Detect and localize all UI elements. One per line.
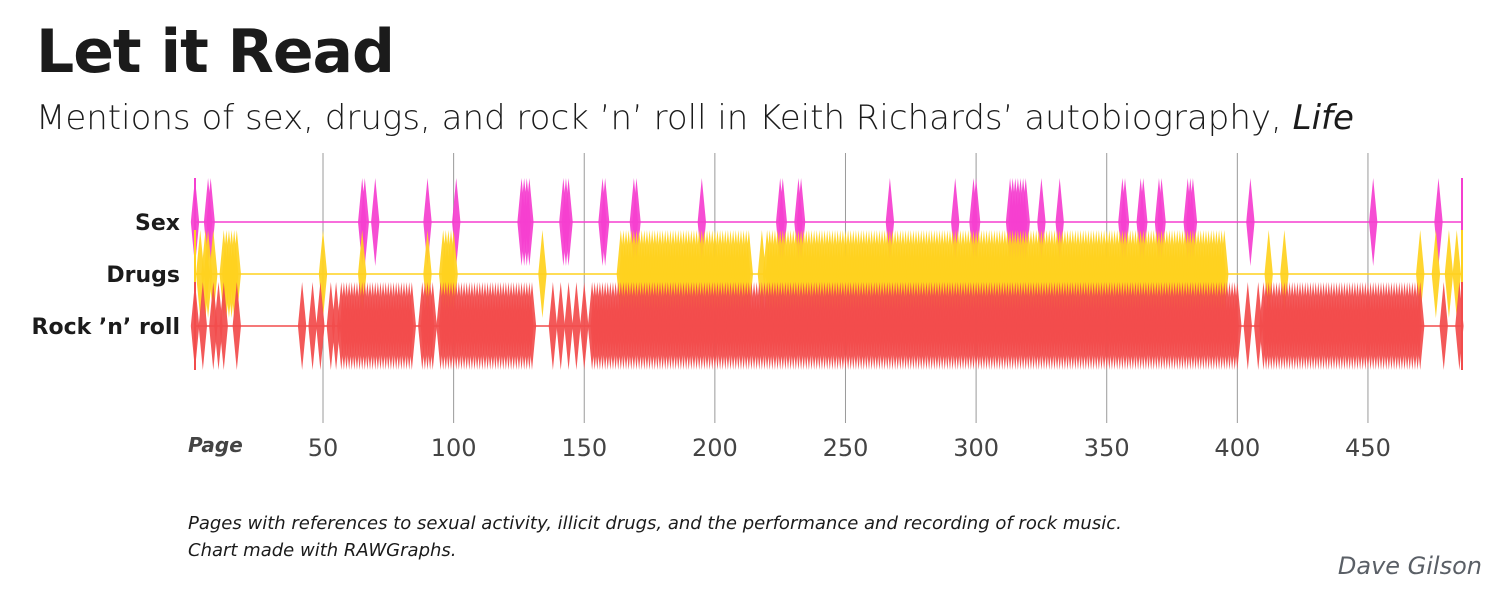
x-tick-label: 300: [953, 434, 999, 462]
chart-title: Let it Read: [36, 17, 395, 87]
footnote-line-2: Chart made with RAWGraphs.: [188, 540, 457, 561]
row-label-sex: Sex: [135, 211, 180, 236]
subtitle-book-title: Life: [1292, 98, 1354, 138]
x-axis-label: Page: [188, 433, 243, 457]
x-tick-label: 150: [561, 434, 607, 462]
x-tick-label: 100: [431, 434, 477, 462]
x-tick-label: 200: [692, 434, 738, 462]
x-tick-label: 50: [308, 434, 339, 462]
subtitle-text: Mentions of sex, drugs, and rock ’n’ rol…: [36, 98, 1293, 138]
row-label-drugs: Drugs: [106, 263, 180, 288]
author-credit: Dave Gilson: [1337, 552, 1482, 580]
x-axis: 50 100 150 200 250 300 350 400 450 Page: [188, 433, 1391, 462]
x-tick-label: 450: [1345, 434, 1391, 462]
chart-subtitle: Mentions of sex, drugs, and rock ’n’ rol…: [36, 98, 1354, 138]
x-tick-label: 250: [823, 434, 869, 462]
row-labels: Sex Drugs Rock ’n’ roll: [32, 211, 180, 340]
footnote-line-1: Pages with references to sexual activity…: [188, 513, 1122, 534]
x-tick-label: 400: [1214, 434, 1260, 462]
row-label-rock: Rock ’n’ roll: [32, 315, 180, 340]
x-tick-label: 350: [1084, 434, 1130, 462]
chart-footnote: Pages with references to sexual activity…: [188, 510, 1122, 564]
series-baselines: [194, 178, 1463, 370]
